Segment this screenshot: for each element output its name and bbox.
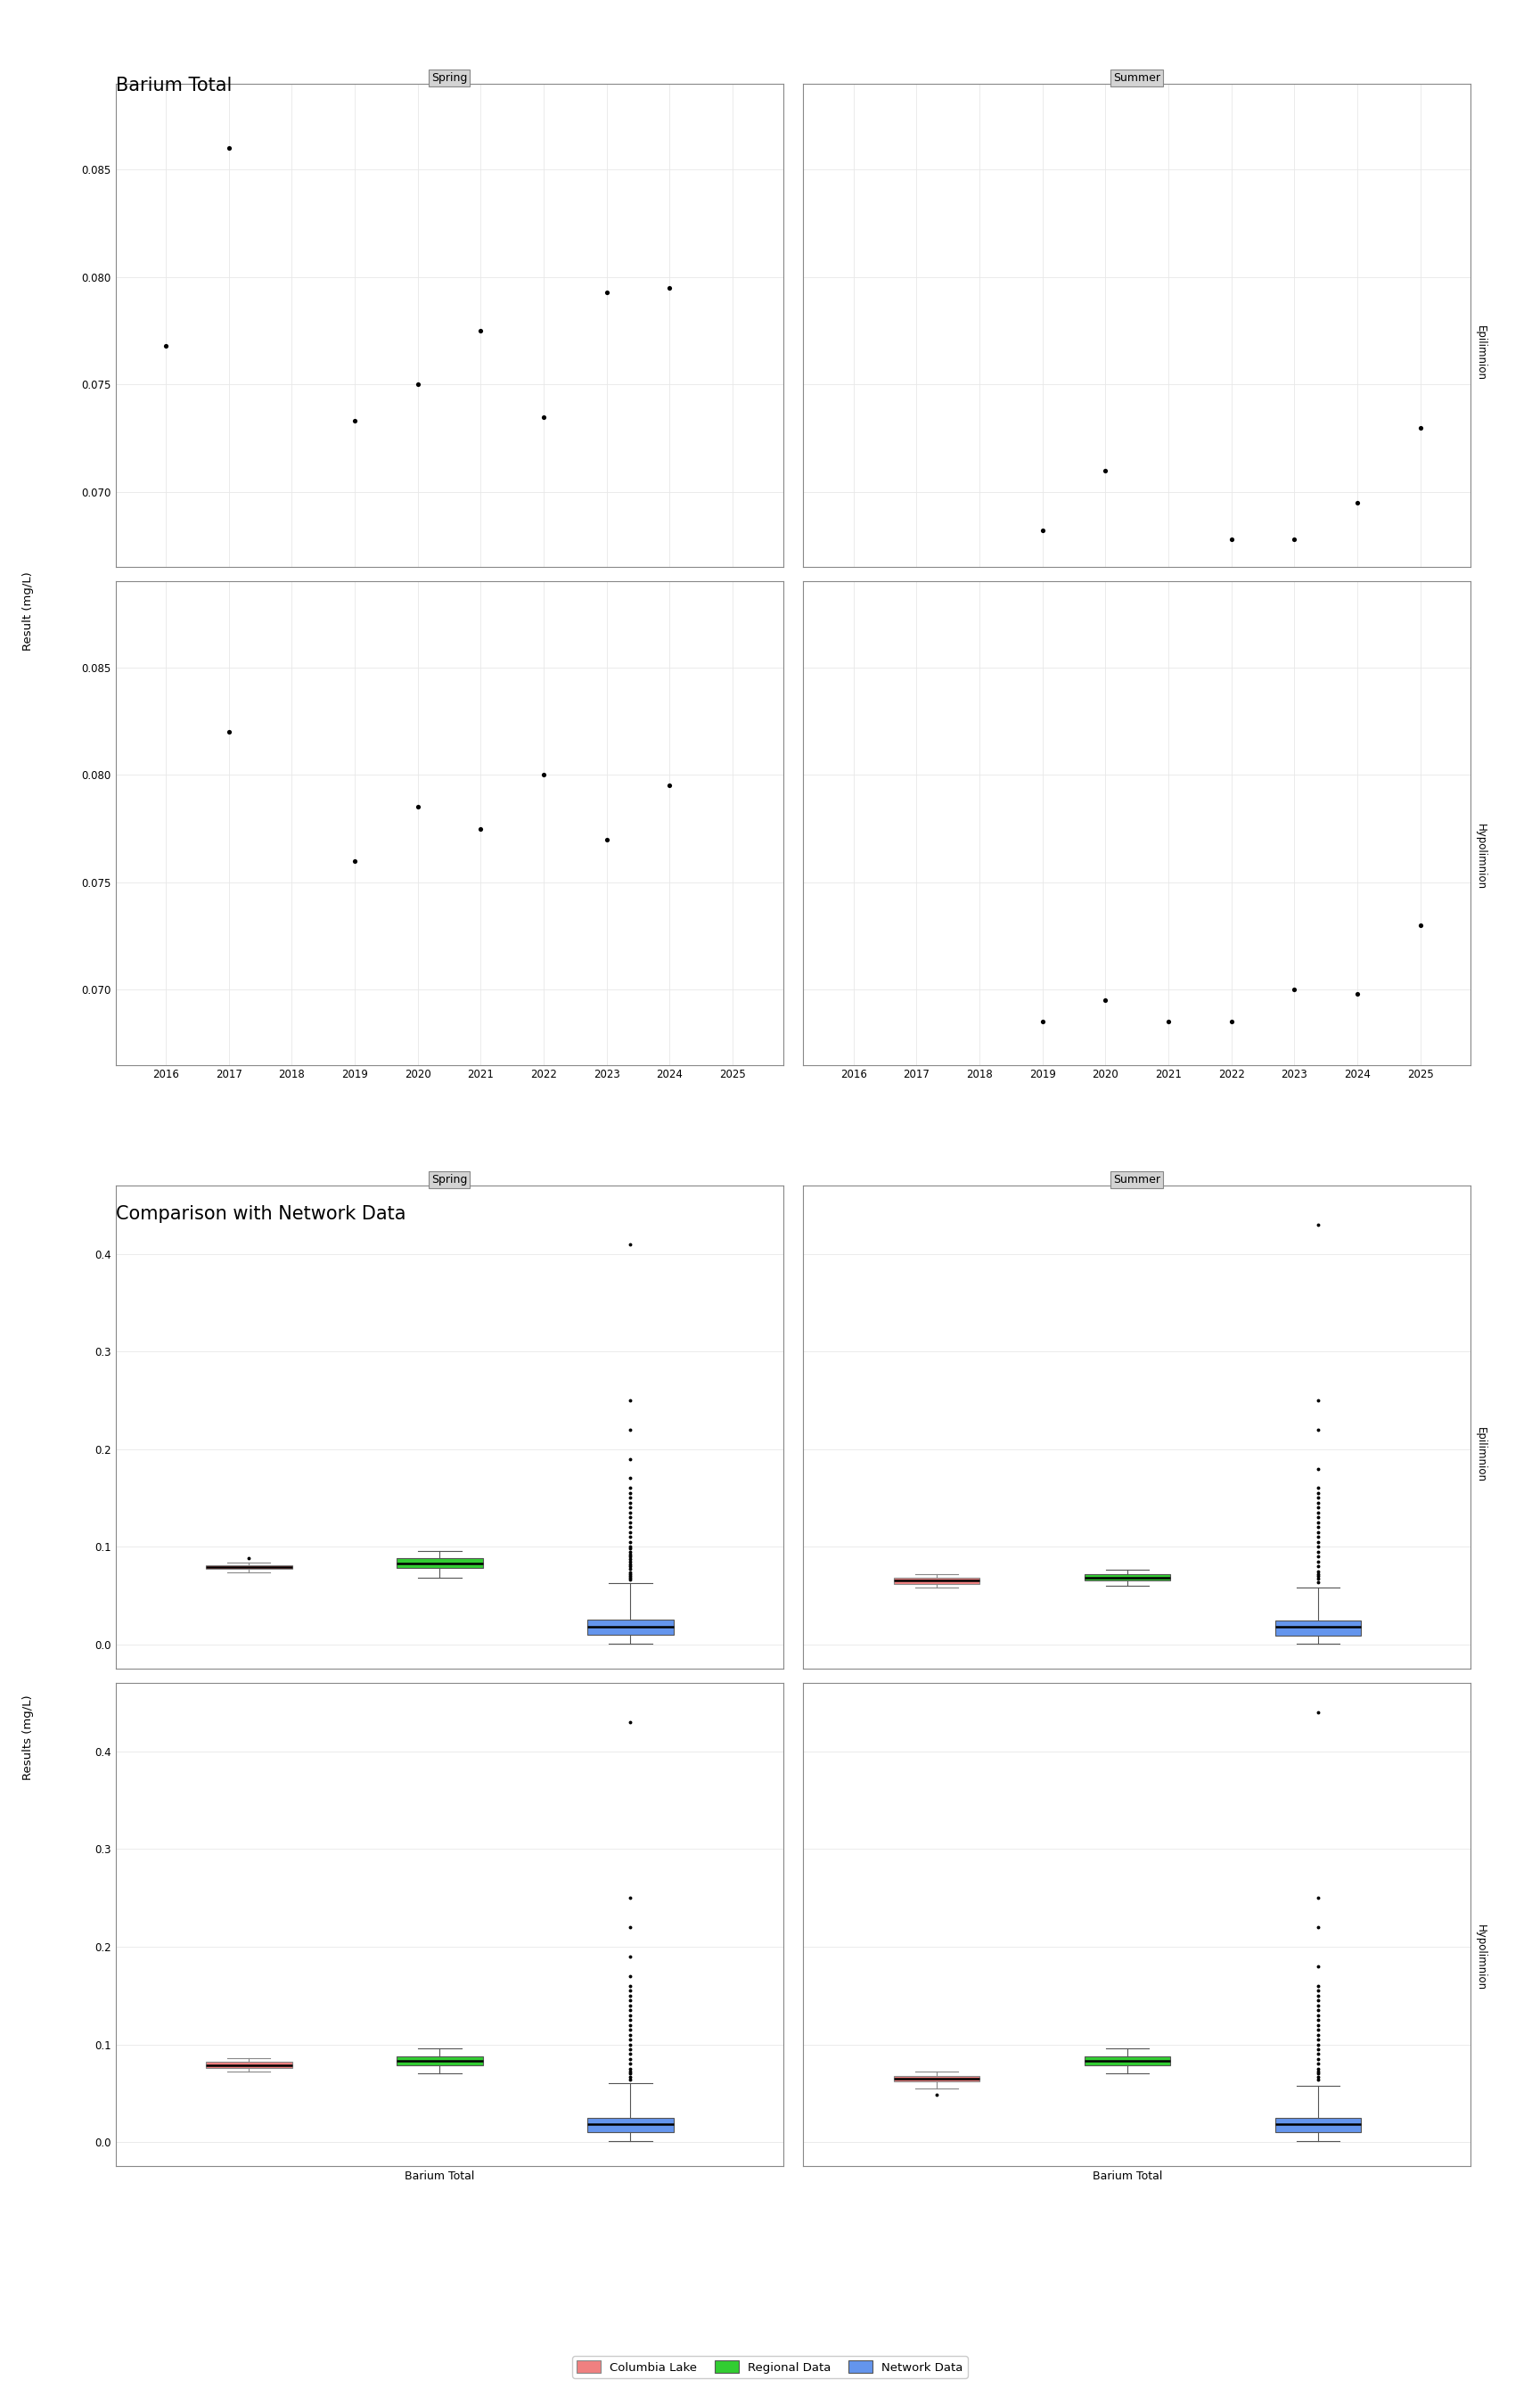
Text: Hypolimnion: Hypolimnion <box>1475 1924 1486 1991</box>
Point <box>1220 520 1244 558</box>
Point <box>658 268 682 307</box>
PathPatch shape <box>206 2063 293 2068</box>
Point <box>342 841 367 879</box>
Point <box>1344 975 1369 1014</box>
Text: Barium Total: Barium Total <box>116 77 231 93</box>
Point <box>658 767 682 805</box>
Text: Hypolimnion: Hypolimnion <box>1475 824 1486 889</box>
Point <box>1030 1002 1055 1040</box>
Text: Epilimnion: Epilimnion <box>1475 1428 1486 1483</box>
Point <box>217 712 242 750</box>
PathPatch shape <box>893 2075 979 2082</box>
Point <box>531 755 556 793</box>
Text: Comparison with Network Data: Comparison with Network Data <box>116 1205 405 1222</box>
Point <box>1030 510 1055 549</box>
PathPatch shape <box>1084 1574 1170 1581</box>
PathPatch shape <box>1275 2118 1361 2132</box>
Text: Results (mg/L): Results (mg/L) <box>22 1694 34 1780</box>
Point <box>468 810 493 848</box>
Text: Result (mg/L): Result (mg/L) <box>22 570 34 652</box>
PathPatch shape <box>588 1620 673 1634</box>
Title: Summer: Summer <box>1113 1174 1161 1186</box>
Point <box>405 788 430 827</box>
Point <box>1157 1002 1181 1040</box>
Point <box>1281 520 1306 558</box>
Point <box>1281 970 1306 1009</box>
Title: Summer: Summer <box>1113 72 1161 84</box>
Point <box>468 311 493 350</box>
Point <box>1220 1002 1244 1040</box>
Point <box>342 403 367 441</box>
PathPatch shape <box>893 1579 979 1584</box>
Legend: Columbia Lake, Regional Data, Network Data: Columbia Lake, Regional Data, Network Da… <box>573 2355 967 2379</box>
Point <box>405 364 430 403</box>
Point <box>531 398 556 436</box>
Point <box>154 326 179 364</box>
Title: Spring: Spring <box>431 1174 467 1186</box>
Point <box>1408 407 1432 446</box>
PathPatch shape <box>588 2118 673 2132</box>
Text: Epilimnion: Epilimnion <box>1475 326 1486 381</box>
PathPatch shape <box>206 1565 293 1569</box>
Point <box>1344 484 1369 522</box>
PathPatch shape <box>397 2056 482 2065</box>
Point <box>1093 450 1118 489</box>
Title: Spring: Spring <box>431 72 467 84</box>
Point <box>1408 906 1432 944</box>
PathPatch shape <box>1275 1620 1361 1636</box>
Point <box>217 129 242 168</box>
Point <box>1093 982 1118 1021</box>
PathPatch shape <box>1084 2056 1170 2065</box>
Point <box>594 273 619 311</box>
PathPatch shape <box>397 1557 482 1567</box>
Point <box>594 819 619 858</box>
